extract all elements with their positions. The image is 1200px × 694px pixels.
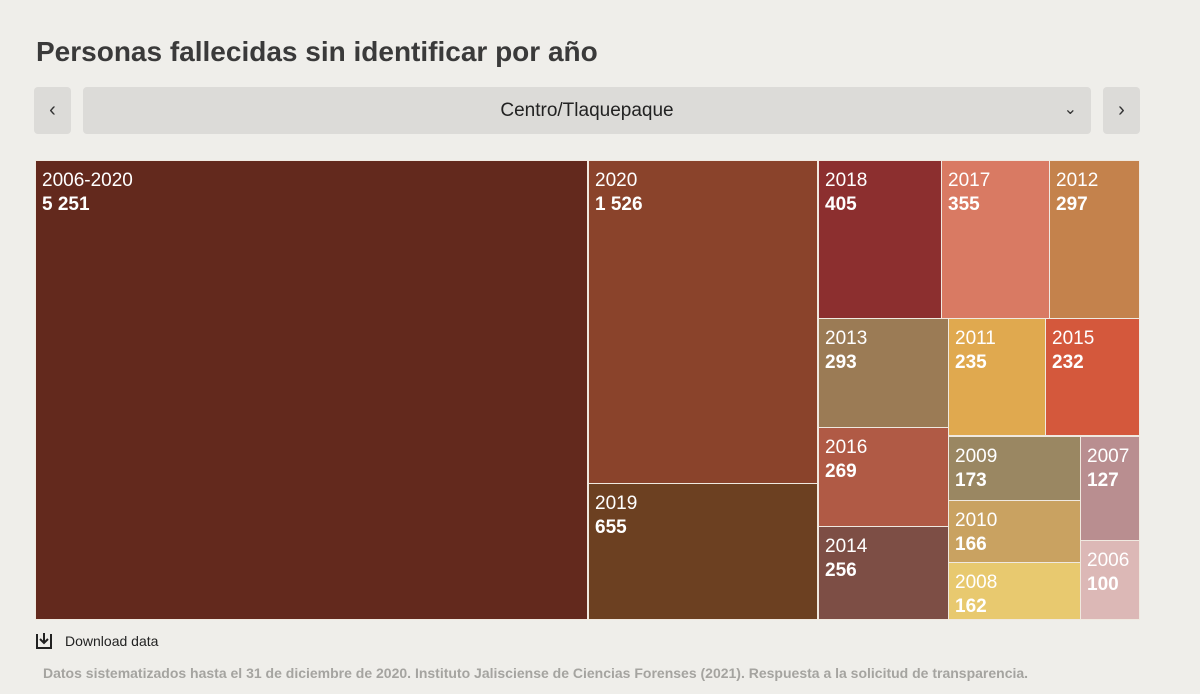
treemap-cell-2016[interactable]: 2016 269 bbox=[818, 427, 949, 527]
municipality-select[interactable]: Centro/Tlaquepaque ⌄ bbox=[83, 87, 1091, 134]
treemap-cell-2009[interactable]: 2009 173 bbox=[948, 436, 1081, 501]
treemap-cell-2006-2020[interactable]: 2006-2020 5 251 bbox=[35, 160, 588, 620]
cell-label: 2011 bbox=[955, 328, 996, 349]
treemap-cell-2019[interactable]: 2019 655 bbox=[588, 483, 818, 620]
treemap-cell-2007[interactable]: 2007 127 bbox=[1080, 436, 1140, 541]
cell-label: 2019 bbox=[595, 493, 638, 514]
chevron-left-icon: ‹ bbox=[49, 99, 56, 121]
cell-value: 100 bbox=[1087, 574, 1119, 595]
cell-value: 162 bbox=[955, 596, 987, 617]
cell-value: 235 bbox=[955, 352, 987, 373]
cell-value: 5 251 bbox=[42, 194, 90, 215]
treemap-cell-2006[interactable]: 2006 100 bbox=[1080, 540, 1140, 620]
selected-option: Centro/Tlaquepaque bbox=[500, 99, 674, 121]
cell-label: 2013 bbox=[825, 328, 868, 349]
cell-label: 2018 bbox=[825, 170, 868, 191]
chevron-right-icon: › bbox=[1118, 99, 1125, 121]
cell-value: 269 bbox=[825, 461, 857, 482]
treemap: 2006-2020 5 251 2020 1 526 2019 655 2018 405 201… bbox=[35, 160, 1140, 620]
cell-label: 2015 bbox=[1052, 328, 1095, 349]
treemap-cell-2011[interactable]: 2011 235 bbox=[948, 318, 1046, 436]
cell-label: 2006 bbox=[1087, 550, 1130, 571]
cell-value: 232 bbox=[1052, 352, 1084, 373]
cell-value: 1 526 bbox=[595, 194, 643, 215]
cell-value: 355 bbox=[948, 194, 980, 215]
cell-value: 166 bbox=[955, 534, 987, 555]
treemap-cell-2017[interactable]: 2017 355 bbox=[941, 160, 1050, 319]
treemap-cell-2013[interactable]: 2013 293 bbox=[818, 318, 949, 428]
treemap-cell-2014[interactable]: 2014 256 bbox=[818, 526, 949, 620]
treemap-cell-2020[interactable]: 2020 1 526 bbox=[588, 160, 818, 484]
cell-label: 2009 bbox=[955, 446, 998, 467]
treemap-cell-2018[interactable]: 2018 405 bbox=[818, 160, 942, 319]
cell-value: 127 bbox=[1087, 470, 1119, 491]
page-title: Personas fallecidas sin identificar por … bbox=[36, 36, 598, 67]
cell-value: 293 bbox=[825, 352, 857, 373]
cell-value: 655 bbox=[595, 517, 627, 538]
cell-label: 2016 bbox=[825, 437, 868, 458]
cell-label: 2012 bbox=[1056, 170, 1099, 191]
cell-label: 2006-2020 bbox=[42, 170, 133, 191]
download-icon bbox=[36, 633, 52, 649]
cell-label: 2014 bbox=[825, 536, 868, 557]
next-button[interactable]: › bbox=[1103, 87, 1140, 134]
cell-value: 173 bbox=[955, 470, 987, 491]
treemap-cell-2015[interactable]: 2015 232 bbox=[1045, 318, 1140, 436]
cell-label: 2007 bbox=[1087, 446, 1130, 467]
cell-value: 297 bbox=[1056, 194, 1088, 215]
source-note: Datos sistematizados hasta el 31 de dici… bbox=[43, 665, 1029, 681]
cell-label: 2017 bbox=[948, 170, 991, 191]
cell-value: 256 bbox=[825, 560, 857, 581]
download-label: Download data bbox=[65, 633, 159, 649]
chevron-down-icon: ⌄ bbox=[1063, 101, 1077, 118]
cell-label: 2008 bbox=[955, 572, 998, 593]
treemap-cell-2008[interactable]: 2008 162 bbox=[948, 562, 1081, 620]
cell-label: 2020 bbox=[595, 170, 638, 191]
previous-button[interactable]: ‹ bbox=[34, 87, 71, 134]
cell-label: 2010 bbox=[955, 510, 998, 531]
treemap-cell-2012[interactable]: 2012 297 bbox=[1049, 160, 1140, 319]
treemap-cell-2010[interactable]: 2010 166 bbox=[948, 500, 1081, 563]
download-data-link[interactable]: Download data bbox=[35, 632, 158, 650]
cell-value: 405 bbox=[825, 194, 857, 215]
